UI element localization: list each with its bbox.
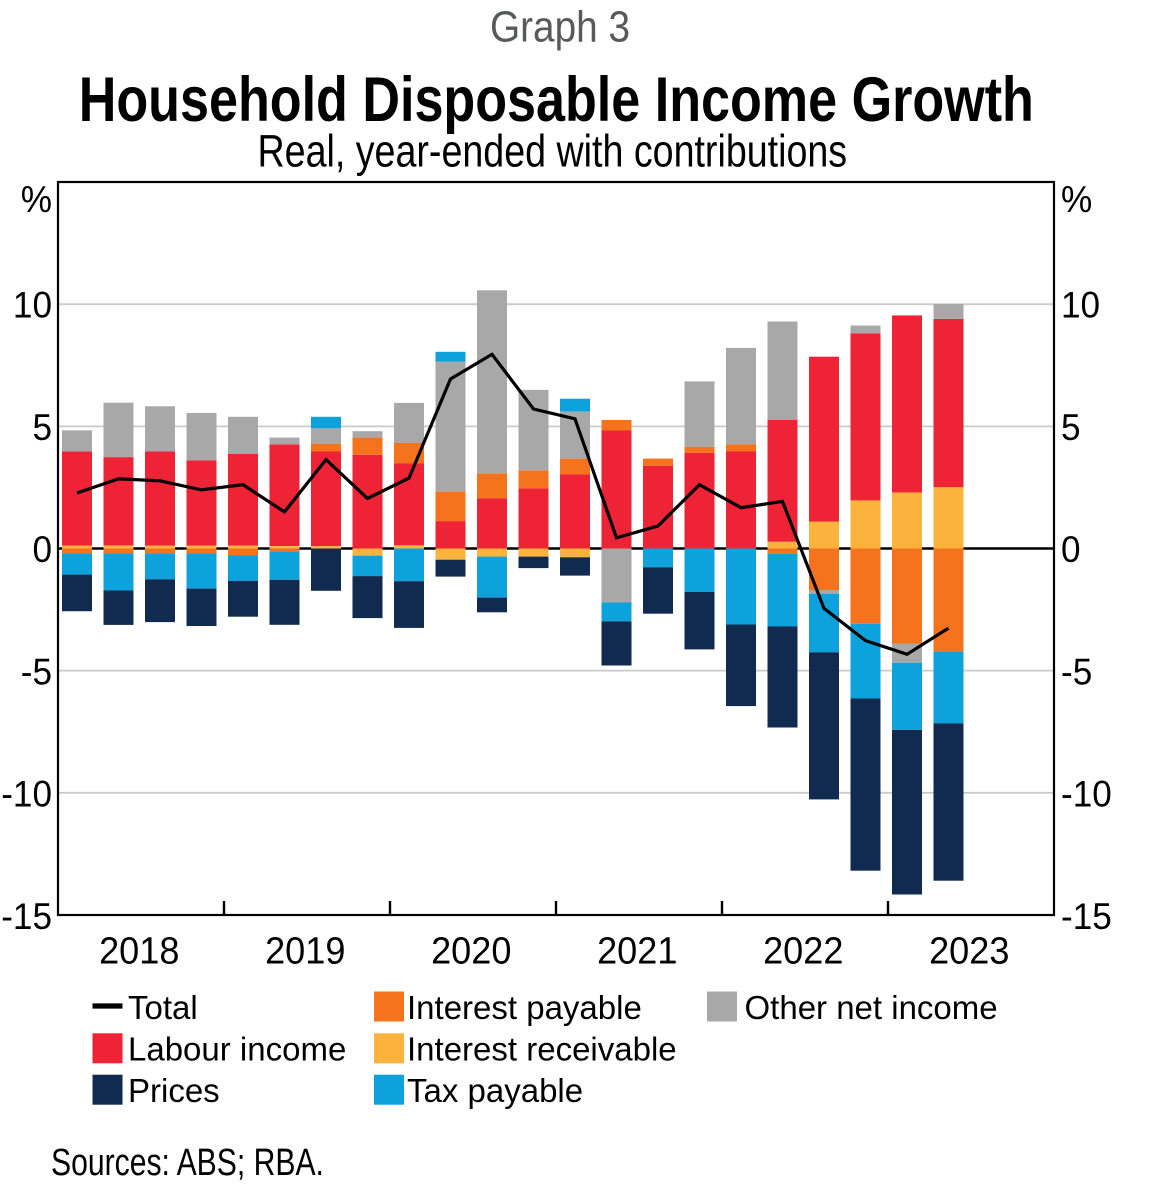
svg-text:%: %: [21, 178, 52, 220]
svg-text:Interest payable: Interest payable: [407, 989, 642, 1026]
svg-text:%: %: [1061, 178, 1092, 220]
svg-text:10: 10: [13, 284, 52, 326]
svg-text:2019: 2019: [265, 929, 345, 972]
svg-text:2022: 2022: [763, 929, 843, 972]
svg-text:Real, year-ended with contribu: Real, year-ended with contributions: [257, 125, 847, 176]
svg-text:-5: -5: [1061, 650, 1092, 692]
svg-text:Household Disposable Income Gr: Household Disposable Income Growth: [79, 65, 1034, 135]
svg-text:Prices: Prices: [128, 1072, 220, 1109]
svg-text:2021: 2021: [597, 929, 677, 972]
svg-text:-10: -10: [1061, 773, 1112, 815]
svg-text:Interest receivable: Interest receivable: [407, 1030, 677, 1067]
svg-text:0: 0: [1061, 528, 1081, 570]
svg-text:10: 10: [1061, 284, 1100, 326]
svg-text:2023: 2023: [929, 929, 1009, 972]
svg-text:0: 0: [32, 528, 52, 570]
svg-text:-15: -15: [1061, 895, 1112, 937]
svg-text:Tax payable: Tax payable: [407, 1072, 583, 1109]
svg-text:2020: 2020: [431, 929, 511, 972]
svg-text:5: 5: [1061, 406, 1081, 448]
svg-text:-5: -5: [21, 650, 52, 692]
svg-text:2018: 2018: [99, 929, 179, 972]
svg-text:-10: -10: [1, 773, 52, 815]
svg-text:Total: Total: [128, 989, 198, 1026]
svg-text:Labour income: Labour income: [128, 1030, 346, 1067]
svg-text:Graph 3: Graph 3: [490, 1, 630, 51]
svg-text:5: 5: [32, 406, 52, 448]
svg-text:Other net income: Other net income: [745, 989, 998, 1026]
svg-text:-15: -15: [1, 895, 52, 937]
svg-text:Sources: ABS; RBA.: Sources: ABS; RBA.: [51, 1142, 324, 1184]
